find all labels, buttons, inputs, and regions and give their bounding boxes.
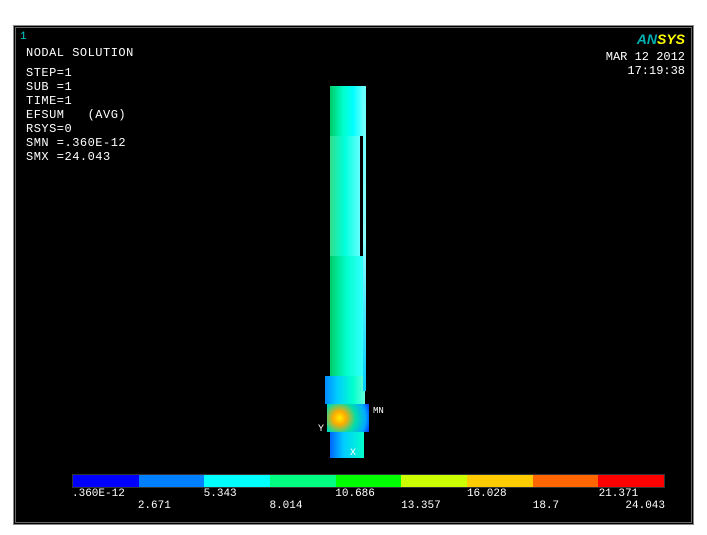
rsys-line: RSYS=0	[26, 122, 72, 136]
legend-tick: 8.014	[269, 500, 302, 512]
result-line: EFSUM (AVG)	[26, 108, 126, 122]
legend-tick: .360E-12	[72, 488, 125, 500]
model-edge	[363, 86, 366, 391]
model-segment	[330, 256, 363, 376]
legend-tick: 24.043	[625, 500, 665, 512]
legend-swatch	[204, 475, 270, 487]
model-notch	[378, 94, 386, 106]
legend-tick: 5.343	[204, 488, 237, 500]
timestamp: MAR 12 2012 17:19:38	[606, 50, 685, 78]
model-segment	[330, 136, 360, 256]
legend-colorbar	[72, 474, 665, 488]
legend-swatch	[598, 475, 664, 487]
legend-swatch	[467, 475, 533, 487]
legend-tick: 16.028	[467, 488, 507, 500]
legend-swatch	[270, 475, 336, 487]
smx-line: SMX =24.043	[26, 150, 111, 164]
model-notch	[377, 244, 383, 254]
model-segment	[325, 376, 365, 404]
time-line: TIME=1	[26, 94, 72, 108]
contour-legend: .360E-12 5.343 10.686 16.028 21.371 2.671 8.01…	[72, 474, 665, 512]
solution-title: NODAL SOLUTION	[26, 46, 134, 60]
legend-tick: 18.7	[533, 500, 559, 512]
model-segment	[327, 404, 369, 432]
x-axis-label: X	[350, 448, 356, 459]
legend-tick: 10.686	[335, 488, 375, 500]
contour-model: MN Y X	[330, 86, 386, 458]
solution-info: STEP=1 SUB =1 TIME=1 EFSUM (AVG) RSYS=0 …	[26, 66, 126, 164]
legend-swatch	[533, 475, 599, 487]
step-line: STEP=1	[26, 66, 72, 80]
smn-line: SMN =.360E-12	[26, 136, 126, 150]
legend-swatch	[139, 475, 205, 487]
ansys-plot-window: 1 NODAL SOLUTION STEP=1 SUB =1 TIME=1 EF…	[13, 25, 694, 525]
ansys-logo: ANSYS	[637, 31, 685, 47]
window-index: 1	[20, 31, 27, 43]
legend-tick: 2.671	[138, 500, 171, 512]
legend-tick: 13.357	[401, 500, 441, 512]
time-text: 17:19:38	[606, 64, 685, 78]
legend-swatch	[336, 475, 402, 487]
logo-an: AN	[637, 31, 657, 47]
y-axis-label: Y	[318, 424, 324, 435]
logo-sys: SYS	[657, 31, 685, 47]
legend-swatch	[401, 475, 467, 487]
legend-tick: 21.371	[599, 488, 639, 500]
date-text: MAR 12 2012	[606, 50, 685, 64]
sub-line: SUB =1	[26, 80, 72, 94]
min-marker: MN	[372, 406, 385, 416]
legend-swatch	[73, 475, 139, 487]
model-segment	[330, 86, 363, 136]
model-segment	[330, 432, 364, 458]
legend-labels: .360E-12 5.343 10.686 16.028 21.371 2.671 8.01…	[72, 488, 665, 512]
